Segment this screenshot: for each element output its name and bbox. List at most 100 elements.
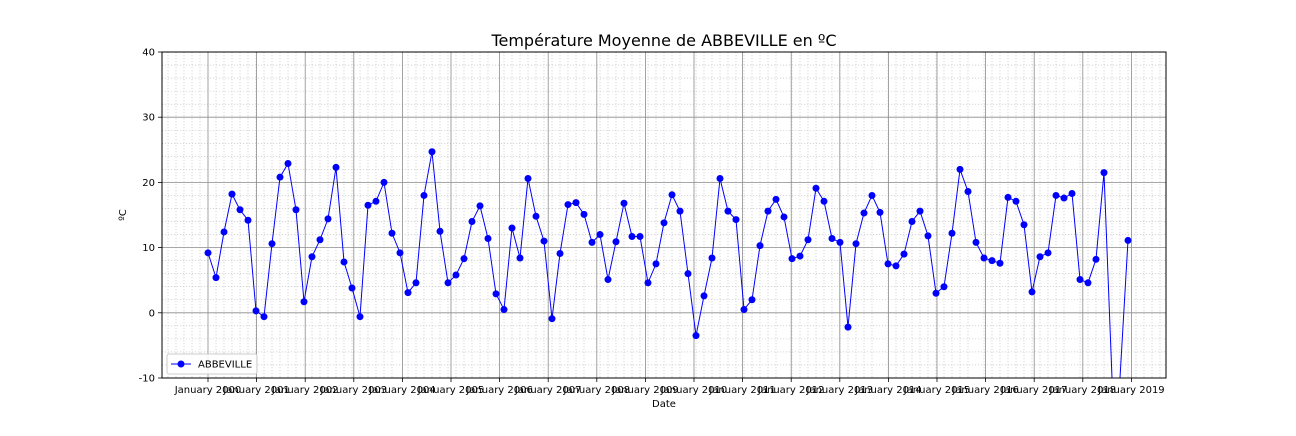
y-tick-label: -10 xyxy=(139,374,155,385)
x-tick-label: January 2001 xyxy=(222,385,290,396)
x-tick-label: January 2013 xyxy=(806,385,874,396)
x-tick-label: January 2003 xyxy=(320,385,388,396)
data-point xyxy=(428,148,436,156)
data-point xyxy=(1044,249,1052,257)
data-point xyxy=(668,191,676,199)
data-point xyxy=(404,289,412,297)
y-tick-label: 30 xyxy=(142,113,155,124)
data-point xyxy=(316,236,324,244)
legend: ABBEVILLE xyxy=(166,353,258,375)
data-point xyxy=(860,209,868,217)
data-point xyxy=(212,274,220,282)
x-tick-label: January 2008 xyxy=(563,385,631,396)
data-point xyxy=(804,236,812,244)
data-point xyxy=(508,224,516,232)
data-point xyxy=(516,254,524,262)
data-point xyxy=(812,184,820,192)
x-tick-label: January 2017 xyxy=(1000,385,1068,396)
data-point xyxy=(444,279,452,287)
data-point xyxy=(940,283,948,291)
series-layer xyxy=(204,148,1132,379)
data-point xyxy=(1052,191,1060,199)
data-point xyxy=(740,306,748,314)
data-point xyxy=(476,202,484,210)
x-tick-label: January 2002 xyxy=(271,385,339,396)
y-tick-label: 20 xyxy=(142,178,155,189)
data-point xyxy=(500,306,508,314)
data-point xyxy=(836,238,844,246)
data-point xyxy=(220,228,228,236)
data-point xyxy=(772,195,780,203)
y-axis-label: ºC xyxy=(118,209,129,221)
data-point xyxy=(324,215,332,223)
data-point xyxy=(820,197,828,205)
data-point xyxy=(620,199,628,207)
data-point xyxy=(228,190,236,198)
x-tick-label: January 2010 xyxy=(660,385,728,396)
x-tick-label: January 2007 xyxy=(514,385,582,396)
data-point xyxy=(908,218,916,226)
series-line xyxy=(207,151,1129,379)
data-point xyxy=(292,206,300,214)
data-point xyxy=(332,163,340,171)
legend-box xyxy=(166,353,258,375)
data-point xyxy=(372,197,380,205)
data-point xyxy=(676,207,684,215)
data-point xyxy=(884,260,892,268)
data-point xyxy=(1092,255,1100,263)
data-point xyxy=(452,271,460,279)
data-point xyxy=(412,279,420,287)
data-point xyxy=(900,250,908,258)
data-point xyxy=(828,234,836,242)
x-tick-label: January 2019 xyxy=(1097,385,1165,396)
y-tick-label: 0 xyxy=(149,308,155,319)
data-point xyxy=(868,191,876,199)
data-point xyxy=(268,240,276,248)
data-point xyxy=(1068,189,1076,197)
data-point xyxy=(364,201,372,209)
x-tick-label: January 2012 xyxy=(757,385,825,396)
data-point xyxy=(996,259,1004,267)
data-point xyxy=(276,173,284,181)
data-point xyxy=(756,242,764,250)
data-point xyxy=(204,249,212,257)
y-tick-label: 10 xyxy=(142,243,155,254)
data-point xyxy=(1124,236,1132,244)
data-point xyxy=(604,276,612,284)
data-point xyxy=(916,207,924,215)
data-point xyxy=(436,227,444,235)
data-point xyxy=(724,207,732,215)
x-tick-label: January 2011 xyxy=(708,385,776,396)
data-point xyxy=(956,165,964,173)
plot-frame xyxy=(161,51,1167,379)
data-point xyxy=(684,270,692,278)
data-point xyxy=(1100,169,1108,177)
data-point xyxy=(748,296,756,304)
data-point xyxy=(660,219,668,227)
x-tick-label: January 2005 xyxy=(417,385,485,396)
data-point xyxy=(540,237,548,245)
data-point xyxy=(300,298,308,306)
data-point xyxy=(644,279,652,287)
data-point xyxy=(588,238,596,246)
data-point xyxy=(1076,276,1084,284)
data-point xyxy=(796,252,804,260)
data-point xyxy=(580,210,588,218)
x-tick-label: January 2018 xyxy=(1049,385,1117,396)
x-tick-label: January 2016 xyxy=(951,385,1019,396)
data-point xyxy=(692,332,700,340)
y-axis: -10 0 10 20 30 40 xyxy=(139,48,162,385)
data-point xyxy=(700,292,708,300)
data-point xyxy=(492,290,500,298)
data-point xyxy=(636,233,644,241)
data-point xyxy=(1060,194,1068,202)
data-point xyxy=(764,207,772,215)
data-point xyxy=(572,199,580,207)
data-point xyxy=(1012,197,1020,205)
data-point xyxy=(980,254,988,262)
data-point xyxy=(988,257,996,265)
data-point xyxy=(596,231,604,239)
data-point xyxy=(524,174,532,182)
